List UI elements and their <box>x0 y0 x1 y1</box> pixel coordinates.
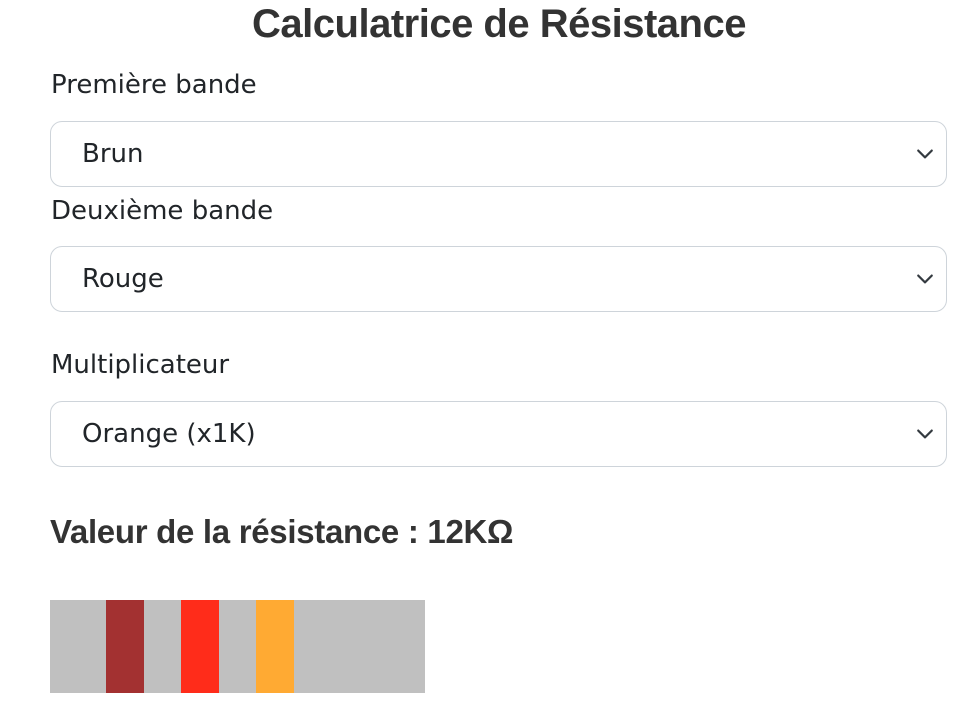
chevron-down-icon <box>917 429 933 439</box>
second-band-select[interactable]: Rouge <box>50 246 947 312</box>
chevron-down-icon <box>917 149 933 159</box>
multiplier-value: Orange (x1K) <box>82 419 256 449</box>
resistor-band-1 <box>106 600 144 693</box>
resistor-band-3 <box>256 600 294 693</box>
page-title: Calculatrice de Résistance <box>252 2 746 46</box>
resistor-preview <box>50 600 425 693</box>
second-band-label: Deuxième bande <box>51 196 274 226</box>
multiplier-select[interactable]: Orange (x1K) <box>50 401 947 467</box>
resistor-band-2 <box>181 600 219 693</box>
chevron-down-icon <box>917 274 933 284</box>
resistance-value: Valeur de la résistance : 12KΩ <box>50 513 514 550</box>
first-band-select[interactable]: Brun <box>50 121 947 187</box>
second-band-value: Rouge <box>82 264 164 294</box>
multiplier-label: Multiplicateur <box>51 350 230 380</box>
first-band-label: Première bande <box>51 70 257 100</box>
first-band-value: Brun <box>82 139 144 169</box>
